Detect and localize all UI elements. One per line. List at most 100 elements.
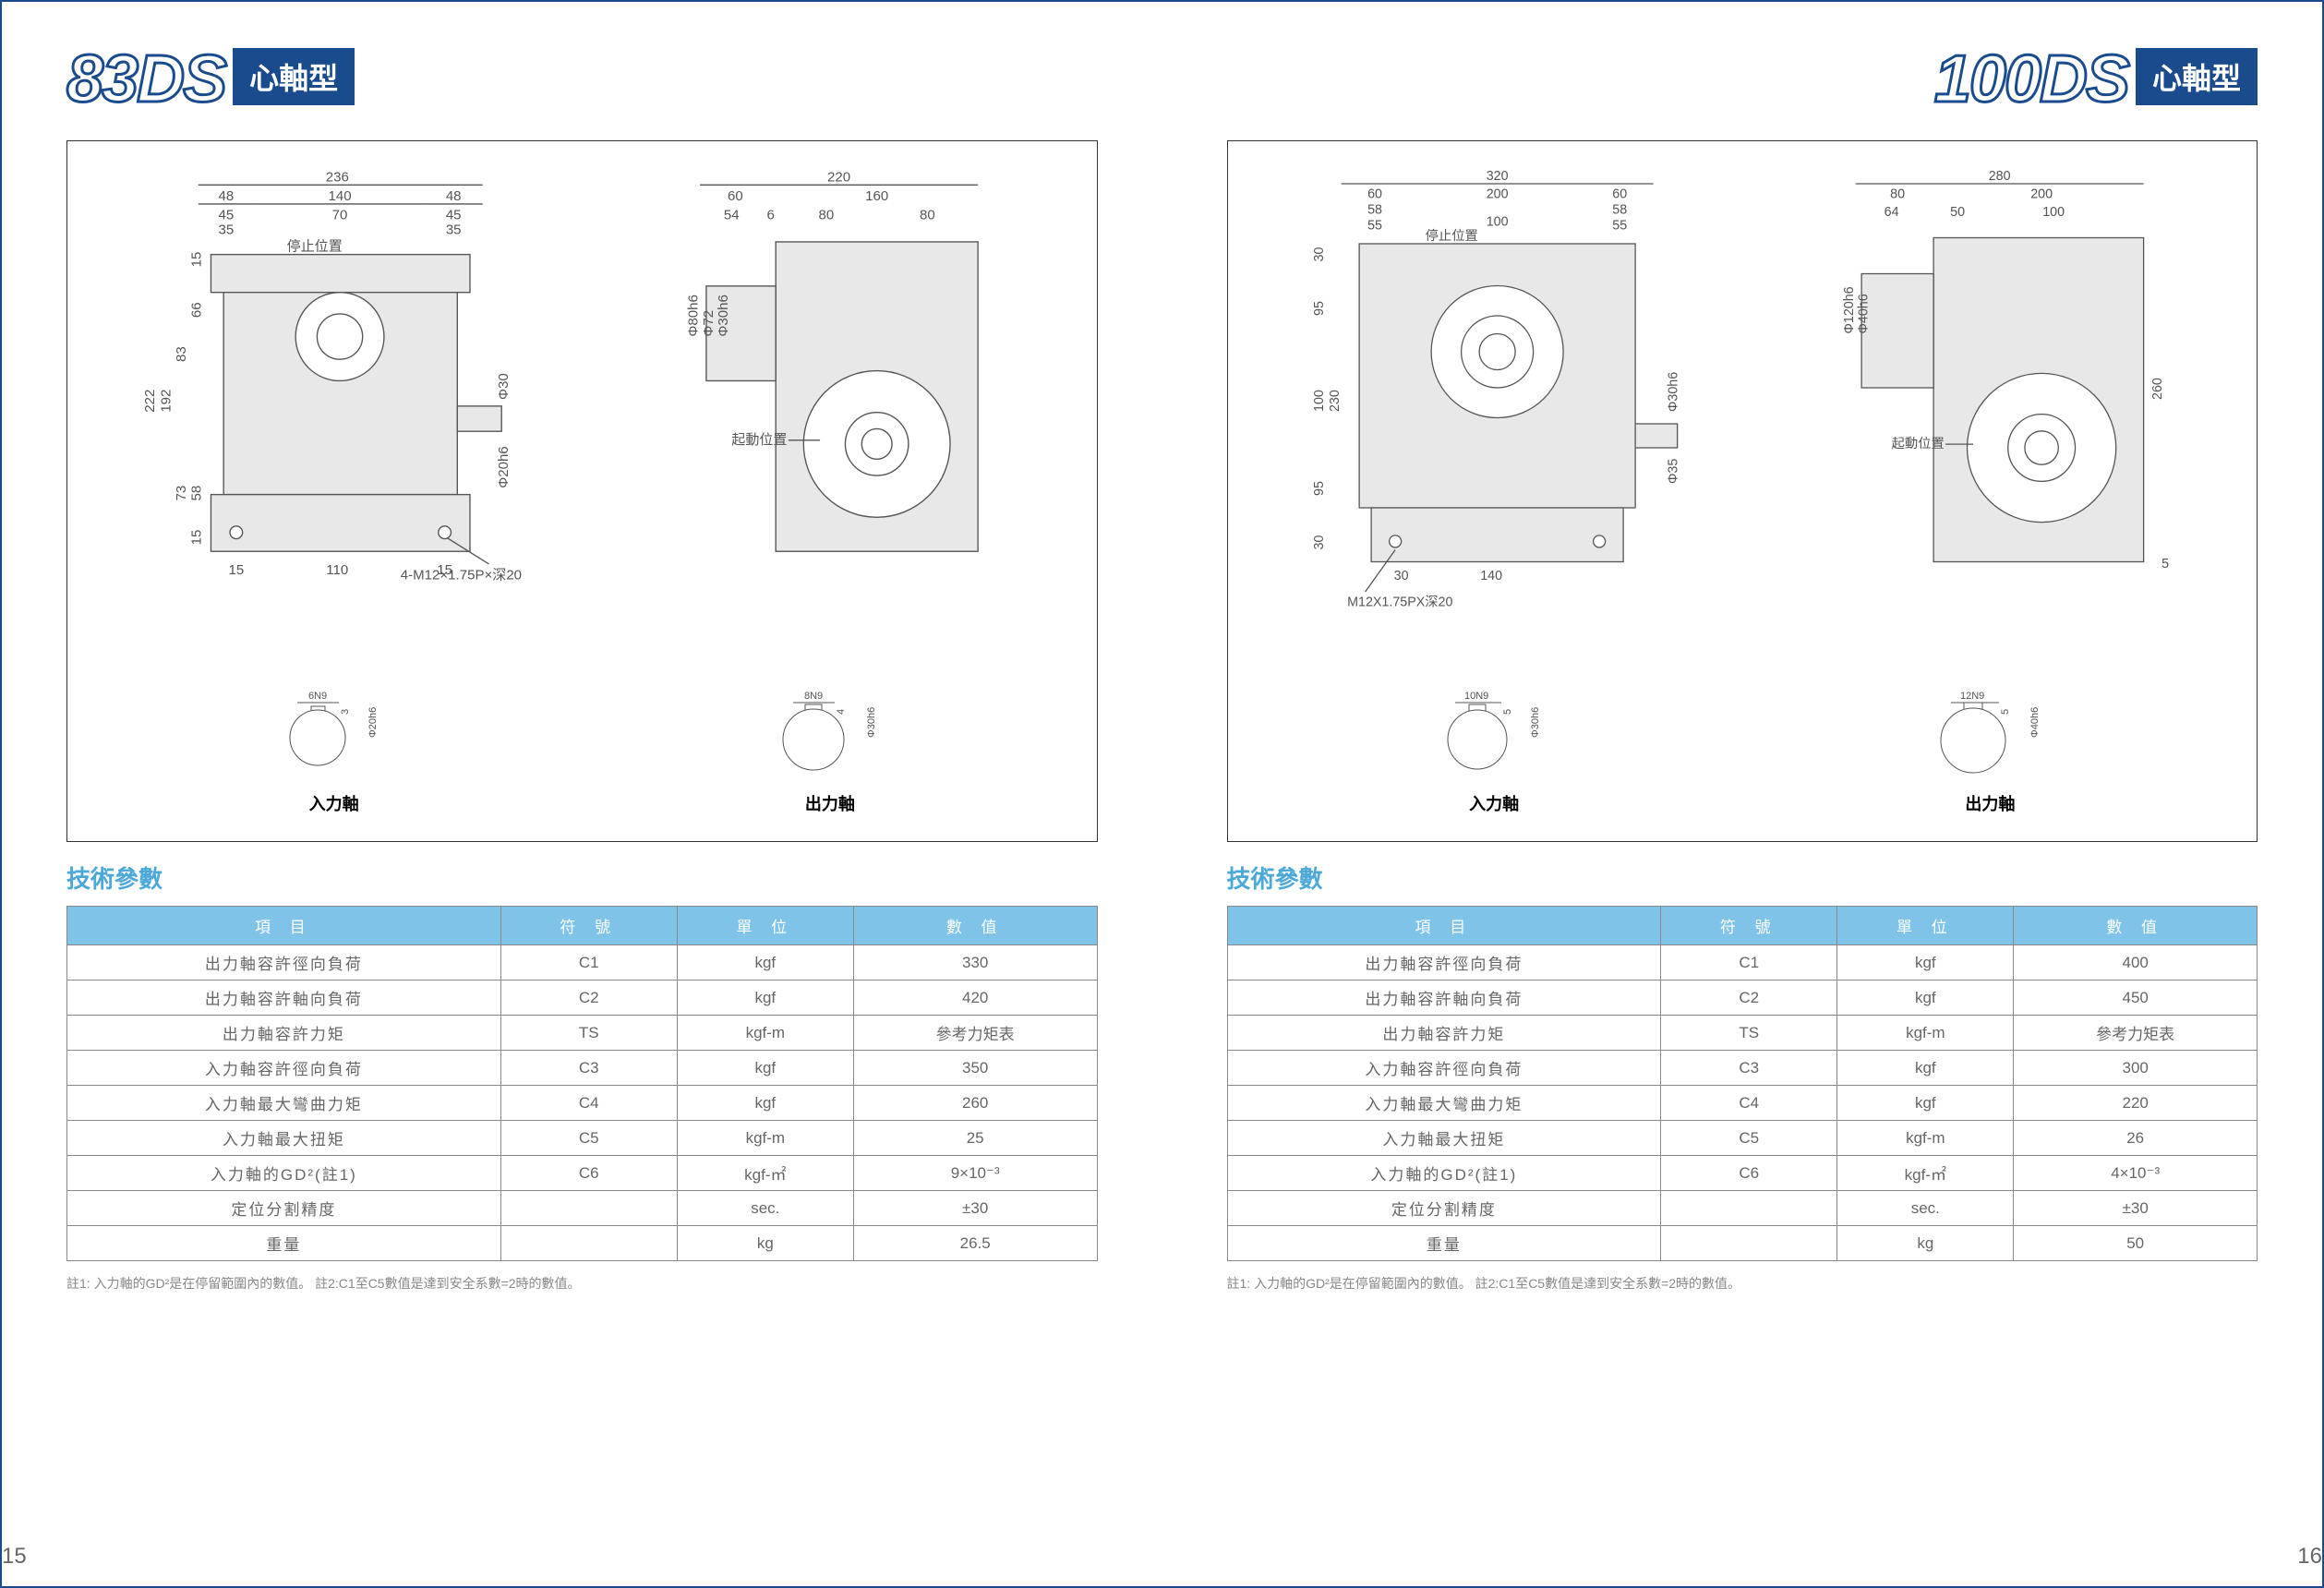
table-cell: 入力軸最大彎曲力矩 (67, 1086, 501, 1121)
table-cell: 4×10⁻³ (2014, 1156, 2258, 1191)
svg-text:8N9: 8N9 (804, 691, 823, 702)
table-cell: ±30 (2014, 1191, 2258, 1226)
table-row: 入力軸容許徑向負荷C3kgf350 (67, 1051, 1098, 1086)
svg-text:30: 30 (1312, 247, 1327, 262)
svg-text:95: 95 (1312, 301, 1327, 316)
svg-text:45: 45 (219, 207, 235, 223)
table-cell: 出力軸容許軸向負荷 (1227, 980, 1661, 1016)
shaft-label: 入力軸 (270, 791, 399, 815)
spec-table-right: 項 目符 號單 位數 值 出力軸容許徑向負荷C1kgf400出力軸容許軸向負荷C… (1227, 906, 2258, 1261)
svg-text:Φ40h6: Φ40h6 (2029, 707, 2041, 738)
svg-text:100: 100 (1312, 390, 1327, 412)
table-cell: 定位分割精度 (1227, 1191, 1661, 1226)
table-cell: 入力軸容許徑向負荷 (1227, 1051, 1661, 1086)
table-header-row: 項 目符 號單 位數 值 (1227, 907, 2258, 945)
model-number: 100DS (1934, 46, 2128, 113)
drawing-box: 236 48 140 48 45 70 45 35 35 (66, 140, 1098, 842)
table-cell: 26.5 (853, 1226, 1097, 1261)
svg-text:230: 230 (1328, 390, 1343, 412)
svg-text:起動位置: 起動位置 (1891, 436, 1944, 451)
table-row: 出力軸容許軸向負荷C2kgf420 (67, 980, 1098, 1016)
svg-text:100: 100 (2042, 205, 2065, 220)
table-row: 入力軸容許徑向負荷C3kgf300 (1227, 1051, 2258, 1086)
section-title: 技術參數 (66, 860, 1098, 895)
drawing-box: 320 60 200 60 58 100 58 55 55 (1227, 140, 2258, 842)
svg-text:停止位置: 停止位置 (1425, 228, 1477, 244)
table-row: 重量 kg26.5 (67, 1226, 1098, 1261)
svg-text:80: 80 (819, 207, 835, 223)
table-cell: 入力軸容許徑向負荷 (67, 1051, 501, 1086)
shaft-label: 入力軸 (1429, 791, 1559, 815)
page-right: 100DS 心軸型 320 60 200 60 58 100 58 55 (1162, 46, 2323, 1542)
table-cell: kgf (677, 1086, 853, 1121)
svg-text:55: 55 (1612, 218, 1627, 233)
svg-text:260: 260 (2150, 378, 2165, 400)
svg-text:160: 160 (865, 188, 888, 204)
shaft-area: 6N9 3 Φ20h6 入力軸 8N9 4 (86, 668, 1078, 815)
table-header: 項 目 (1227, 907, 1661, 945)
model-header-right: 100DS 心軸型 (1227, 46, 2258, 113)
table-cell: 定位分割精度 (67, 1191, 501, 1226)
table-cell: C1 (1661, 945, 1837, 980)
svg-text:80: 80 (1890, 187, 1905, 202)
table-row: 定位分割精度sec.±30 (1227, 1191, 2258, 1226)
svg-text:48: 48 (446, 188, 462, 204)
svg-text:50: 50 (1950, 205, 1965, 220)
table-cell: 260 (853, 1086, 1097, 1121)
page-number: 15 (2, 1544, 27, 1570)
svg-text:80: 80 (920, 207, 935, 223)
svg-text:192: 192 (159, 390, 175, 413)
table-row: 出力軸容許徑向負荷C1kgf400 (1227, 945, 2258, 980)
svg-text:140: 140 (1480, 569, 1502, 583)
table-header: 符 號 (1661, 907, 1837, 945)
page-number: 16 (2297, 1544, 2322, 1570)
table-row: 定位分割精度sec.±30 (67, 1191, 1098, 1226)
table-header: 數 值 (2014, 907, 2258, 945)
table-cell: C3 (1661, 1051, 1837, 1086)
table-header: 單 位 (677, 907, 853, 945)
svg-text:起動位置: 起動位置 (732, 432, 788, 448)
table-cell: kg (1837, 1226, 2014, 1261)
svg-text:Φ30: Φ30 (496, 373, 512, 400)
table-cell: 重量 (67, 1226, 501, 1261)
svg-text:15: 15 (228, 562, 244, 578)
svg-text:110: 110 (326, 562, 348, 578)
svg-text:Φ40h6: Φ40h6 (1856, 294, 1871, 333)
table-cell (500, 1226, 677, 1261)
svg-text:60: 60 (1367, 187, 1382, 202)
table-header: 項 目 (67, 907, 501, 945)
table-cell: 入力軸最大扭矩 (1227, 1121, 1661, 1156)
table-row: 入力軸最大彎曲力矩C4kgf220 (1227, 1086, 2258, 1121)
table-cell: C5 (500, 1121, 677, 1156)
svg-text:280: 280 (1988, 169, 2010, 184)
footnote: 註1: 入力軸的GD²是在停留範圍內的數值。 註2:C1至C5數值是達到安全系數… (66, 1274, 1098, 1293)
table-cell: 入力軸最大彎曲力矩 (1227, 1086, 1661, 1121)
table-cell: 400 (2014, 945, 2258, 980)
table-cell: 入力軸的GD²(註1) (1227, 1156, 1661, 1191)
svg-text:30: 30 (1312, 535, 1327, 550)
table-cell: kg (677, 1226, 853, 1261)
table-cell: C5 (1661, 1121, 1837, 1156)
table-cell: kgf-m (1837, 1121, 2014, 1156)
svg-text:5: 5 (2000, 709, 2011, 715)
table-cell: C2 (1661, 980, 1837, 1016)
svg-text:222: 222 (142, 390, 158, 413)
svg-text:95: 95 (1312, 481, 1327, 496)
table-cell: 330 (853, 945, 1097, 980)
front-view: 320 60 200 60 58 100 58 55 55 (1246, 160, 1724, 640)
table-cell: 220 (2014, 1086, 2258, 1121)
table-cell: 25 (853, 1121, 1097, 1156)
table-row: 出力軸容許力矩TSkgf-m參考力矩表 (67, 1016, 1098, 1051)
svg-text:Φ20h6: Φ20h6 (496, 446, 512, 487)
svg-text:100: 100 (1486, 215, 1508, 230)
model-header-left: 83DS 心軸型 (66, 46, 1098, 113)
shaft-label: 出力軸 (765, 791, 895, 815)
svg-text:停止位置: 停止位置 (287, 239, 343, 255)
svg-text:15: 15 (189, 530, 205, 546)
table-cell: C6 (1661, 1156, 1837, 1191)
table-row: 重量kg50 (1227, 1226, 2258, 1261)
table-cell: kgf (1837, 1086, 2014, 1121)
table-cell: kgf (677, 945, 853, 980)
svg-text:320: 320 (1486, 169, 1508, 184)
svg-text:45: 45 (446, 207, 462, 223)
